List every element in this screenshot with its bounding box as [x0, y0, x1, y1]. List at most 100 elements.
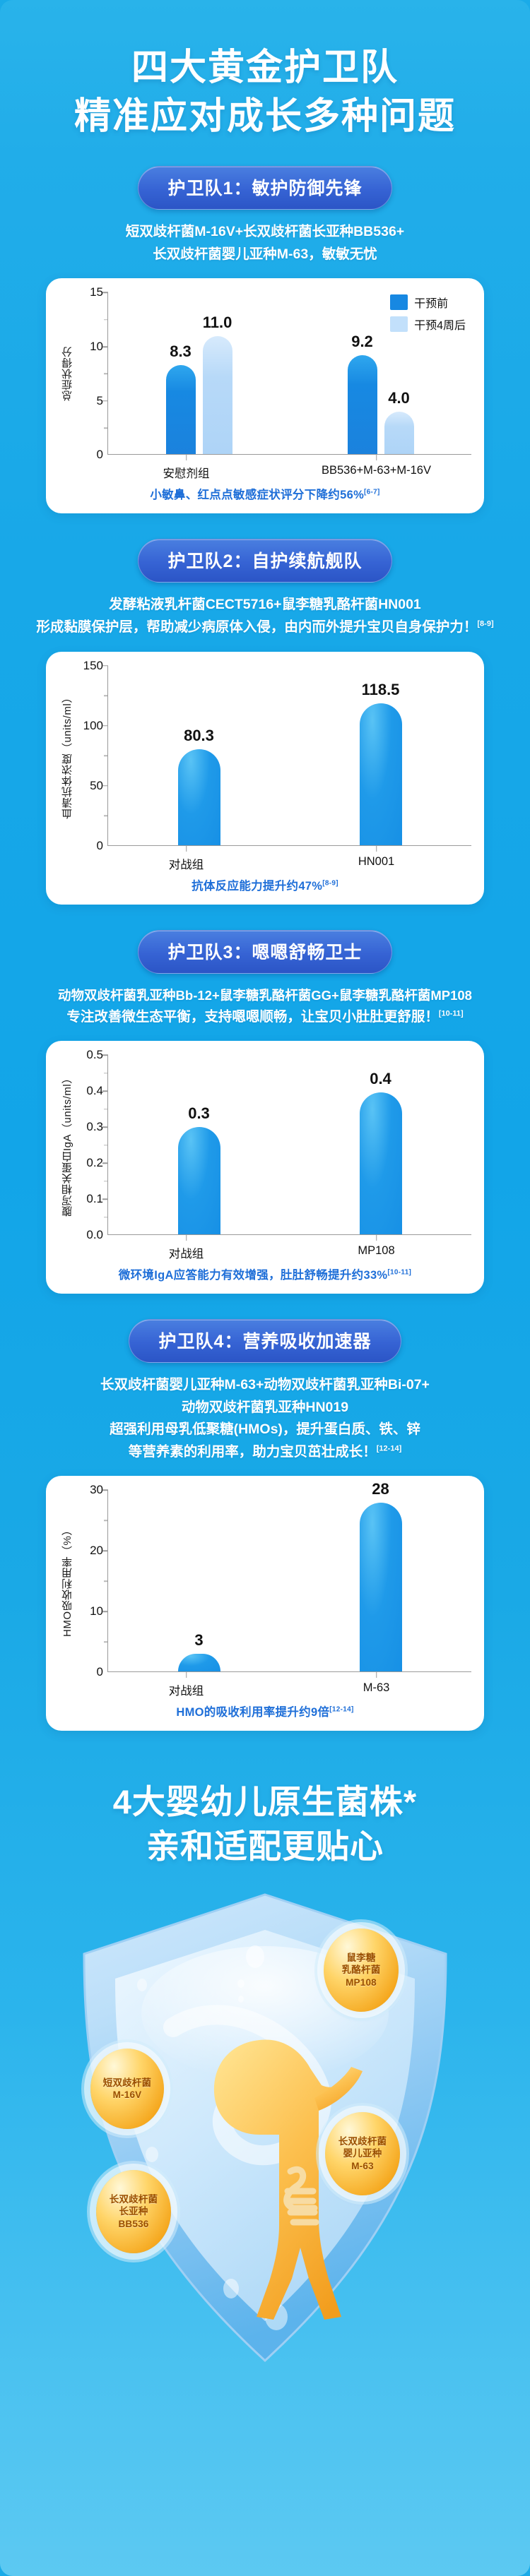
ytick: 5: [96, 393, 103, 407]
legend-label-after: 干预4周后: [414, 320, 466, 333]
page-title: 四大黄金护卫队 精准应对成长多种问题: [0, 44, 530, 141]
chart-3-ylabel: 腹泻相关蛋白IgA（units/ml）: [61, 1073, 73, 1217]
legend-swatch-before: [390, 294, 408, 311]
section-subtitle-1-line2: 长双歧杆菌婴儿亚种M-63，敏敏无忧: [153, 246, 377, 262]
shield-illustration: 鼠李糖 乳酪杆菌 MP108 短双歧杆菌 M-16V 长双歧杆菌 婴儿亚种 M-…: [0, 1879, 530, 2437]
bubble-m63-l2: 婴儿亚种: [343, 2148, 382, 2159]
bar-placebo-after: 11.0: [202, 314, 232, 455]
bubble-m16v-l2: M-16V: [112, 2089, 142, 2101]
hero-footer: 4大婴幼儿原生菌株* 亲和适配更贴心: [0, 1780, 530, 1869]
chart-2-plot: 80.3 118.5: [107, 665, 471, 846]
chart-4-body: HMO吸收利用率（%） 30 20 10 0: [59, 1480, 471, 1678]
chart-4-xticks: 对战组 M-63: [91, 1672, 471, 1698]
section-badge-3: 护卫队3：嗯嗯舒畅卫士: [137, 929, 393, 974]
chart-3-xticks: 对战组 MP108: [91, 1235, 471, 1261]
chart-4-caption-ref: [12-14]: [329, 1705, 354, 1714]
section-subtitle-2: 发酵粘液乳杆菌CECT5716+鼠李糖乳酪杆菌HN001 形成黏膜保护层，帮助减…: [0, 594, 530, 638]
ytick: 0.5: [86, 1048, 103, 1062]
section-badge-1: 护卫队1：敏护防御先锋: [137, 166, 393, 210]
bubble-m16v-l1: 短双歧杆菌: [102, 2077, 152, 2088]
bar-mp108: 0.4: [359, 1070, 402, 1235]
section-subtitle-3: 动物双歧杆菌乳亚种Bb-12+鼠李糖乳酪杆菌GG+鼠李糖乳酪杆菌MP108 专注…: [0, 985, 530, 1029]
chart-card-4: HMO吸收利用率（%） 30 20 10 0: [46, 1476, 484, 1731]
chart-1-plot: 8.3 11.0 9.2 4: [107, 292, 471, 455]
bar-probiotic-after: 4.0: [384, 389, 414, 455]
bar-m63: 28: [359, 1480, 402, 1672]
ytick: 15: [90, 285, 103, 299]
chart-2-xticks: 对战组 HN001: [91, 846, 471, 872]
chart-4: HMO吸收利用率（%） 30 20 10 0: [59, 1480, 471, 1698]
chart-card-3: 腹泻相关蛋白IgA（units/ml） 0.5 0.4 0.3 0.2: [46, 1041, 484, 1294]
chart-2-caption-text: 抗体反应能力提升约47%: [192, 879, 323, 893]
section-badge-4: 护卫队4：营养吸收加速器: [128, 1319, 402, 1364]
chart-1-caption-ref: [6-7]: [364, 488, 380, 496]
bar-placebo-before: 8.3: [165, 342, 196, 455]
chart-3-yaxis: 0.5 0.4 0.3 0.2 0.1: [75, 1048, 108, 1241]
chart-1-xticks: 安慰剂组 BB536+M-63+M-16V: [91, 455, 471, 481]
bubble-m63-l3: M-63: [351, 2161, 374, 2172]
strain-bubble-m16v: 短双歧杆菌 M-16V: [90, 2049, 164, 2130]
section-subtitle-4-line1: 长双歧杆菌婴儿亚种M-63+动物双歧杆菌乳亚种Bi-07+: [100, 1377, 430, 1393]
chart-1-yaxis: 15 10 5 0: [75, 285, 108, 461]
bubble-bb536-l1: 长双歧杆菌: [109, 2193, 158, 2205]
chart-3-body: 腹泻相关蛋白IgA（units/ml） 0.5 0.4 0.3 0.2: [59, 1048, 471, 1241]
legend-label-before: 干预前: [414, 298, 449, 311]
hero-title-line1: 四大黄金护卫队: [131, 47, 399, 88]
strain-bubble-bb536: 长双歧杆菌 长亚种 BB536: [96, 2170, 171, 2254]
chart-1-legend: 干预前 干预4周后: [390, 294, 466, 338]
chart-4-caption: HMO的吸收利用率提升约9倍[12-14]: [59, 1703, 471, 1719]
xtick: BB536+M-63+M-16V: [281, 455, 471, 481]
section-subtitle-1: 短双歧杆菌M-16V+长双歧杆菌长亚种BB536+ 长双歧杆菌婴儿亚种M-63，…: [0, 221, 530, 266]
xtick: 安慰剂组: [91, 455, 281, 481]
hero2-line1: 4大婴幼儿原生菌株*: [112, 1783, 418, 1821]
bar-control-2: 80.3: [177, 727, 220, 845]
section-subtitle-3-line2: 专注改善微生态平衡，支持嗯嗯顺畅，让宝贝小肚肚更舒服！[10-11]: [66, 1008, 464, 1025]
bar-probiotic-before: 9.2: [347, 333, 377, 455]
chart-3: 腹泻相关蛋白IgA（units/ml） 0.5 0.4 0.3 0.2: [59, 1048, 471, 1261]
bar-group-placebo: 8.3 11.0: [108, 292, 290, 455]
ytick: 20: [90, 1544, 103, 1558]
ytick: 0.2: [86, 1156, 103, 1170]
chart-1-ylabel: 总症状得分: [61, 346, 73, 402]
chart-card-1: 干预前 干预4周后 总症状得分 15 10: [46, 278, 484, 514]
bar-hn001: 118.5: [359, 681, 402, 845]
bar-group-control-2: 80.3: [108, 666, 290, 845]
chart-2-caption: 抗体反应能力提升约47%[8-9]: [59, 876, 471, 893]
chart-2-ylabel: 血清抗体浓度（units/ml）: [61, 692, 73, 819]
xtick-label: 对战组: [168, 858, 204, 871]
xtick-label: 对战组: [168, 1248, 204, 1261]
chart-3-caption-text: 微环境IgA应答能力有效增强，肚肚舒畅提升约33%: [118, 1269, 388, 1282]
section-subtitle-4: 长双歧杆菌婴儿亚种M-63+动物双歧杆菌乳亚种Bi-07+ 动物双歧杆菌乳亚种H…: [0, 1374, 530, 1463]
section-guard-1: 护卫队1：敏护防御先锋 短双歧杆菌M-16V+长双歧杆菌长亚种BB536+ 长双…: [0, 166, 530, 514]
chart-1: 干预前 干预4周后 总症状得分 15 10: [59, 285, 471, 481]
legend-item-before: 干预前: [390, 294, 466, 311]
bar-group-control-4: 3: [108, 1490, 290, 1672]
bar-value: 4.0: [388, 388, 410, 407]
bar-value: 9.2: [351, 333, 373, 351]
bar-group-hn001: 118.5: [290, 666, 471, 845]
footer-title: 4大婴幼儿原生菌株* 亲和适配更贴心: [0, 1780, 530, 1869]
bar-control-3: 0.3: [177, 1104, 220, 1235]
bubble-bb536-l2: 长亚种: [119, 2206, 148, 2217]
xtick-label: MP108: [358, 1244, 395, 1258]
chart-4-caption-text: HMO的吸收利用率提升约9倍: [176, 1706, 330, 1719]
section-subtitle-2-line1: 发酵粘液乳杆菌CECT5716+鼠李糖乳酪杆菌HN001: [109, 597, 421, 613]
ytick: 10: [90, 340, 103, 354]
xtick: 对战组: [91, 1235, 281, 1261]
ytick: 0.4: [86, 1084, 103, 1098]
hero-header: 四大黄金护卫队 精准应对成长多种问题: [0, 0, 530, 141]
bar-group-m63: 28: [290, 1480, 471, 1672]
xtick-label: BB536+M-63+M-16V: [321, 464, 431, 477]
chart-2: 血清抗体浓度（units/ml） 150 100 50 0: [59, 659, 471, 872]
chart-4-bars: 3 28: [108, 1480, 471, 1672]
bar-group-probiotic: 9.2 4.0: [290, 292, 471, 455]
pill-wrap-1: 护卫队1：敏护防御先锋: [0, 166, 530, 210]
bar-group-mp108: 0.4: [290, 1055, 471, 1235]
section-guard-3: 护卫队3：嗯嗯舒畅卫士 动物双歧杆菌乳亚种Bb-12+鼠李糖乳酪杆菌GG+鼠李糖…: [0, 929, 530, 1294]
xtick-label: HN001: [358, 854, 395, 868]
chart-2-bars: 80.3 118.5: [108, 666, 471, 845]
bar-value: 118.5: [361, 680, 400, 698]
hero-title-line2: 精准应对成长多种问题: [73, 95, 456, 137]
ytick: 10: [90, 1604, 103, 1618]
